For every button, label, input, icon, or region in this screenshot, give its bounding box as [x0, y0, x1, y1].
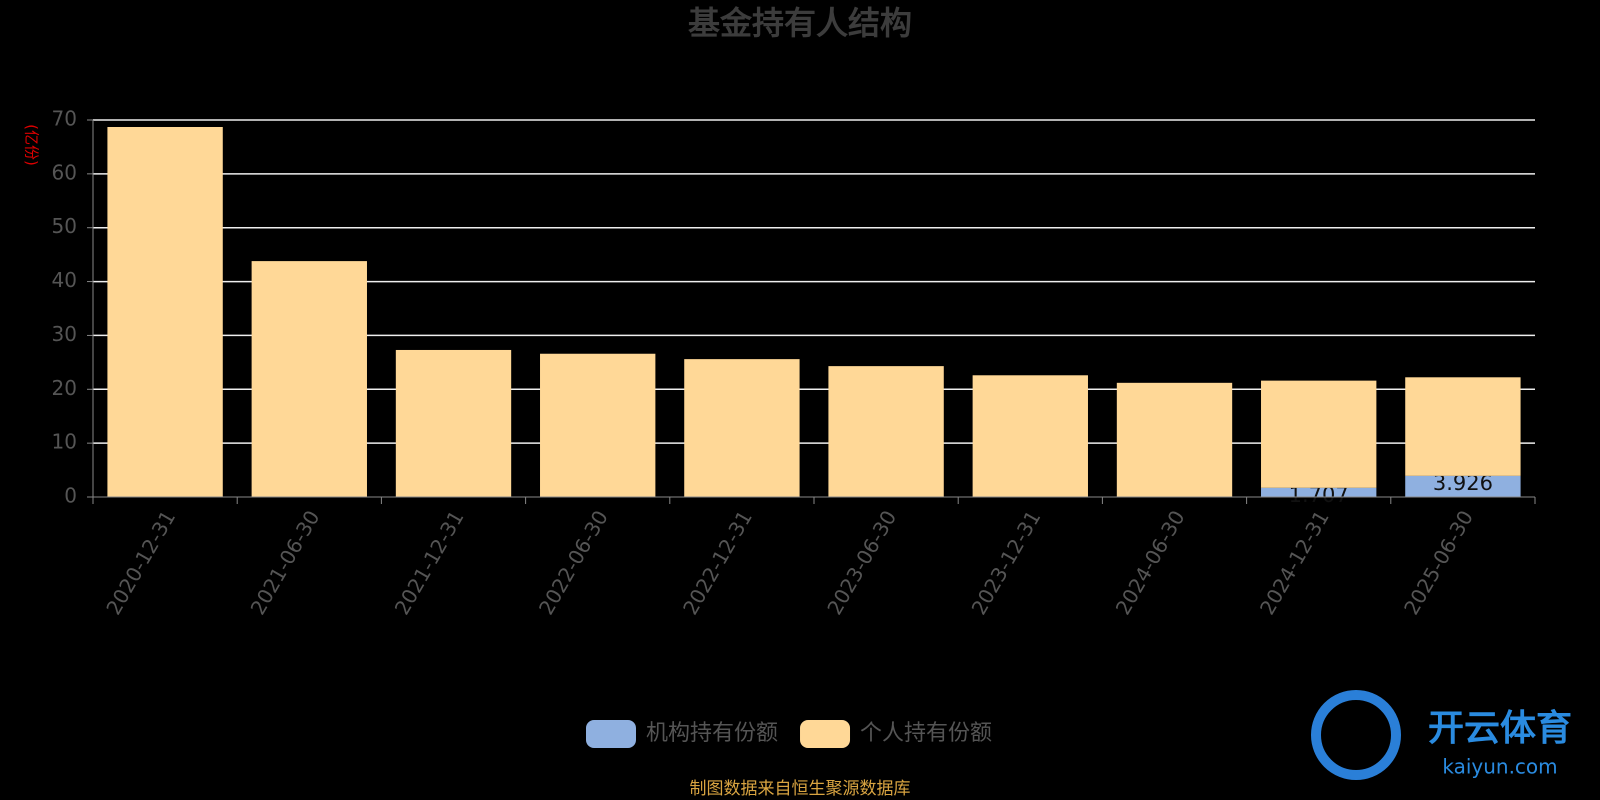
y-axis-label: (亿份)	[23, 124, 41, 166]
y-tick-label: 0	[64, 484, 77, 508]
x-tick-label: 2024-12-31	[1255, 506, 1334, 619]
y-tick-label: 70	[52, 107, 77, 131]
legend-label: 机构持有份额	[646, 721, 778, 746]
legend-swatch	[800, 720, 851, 748]
bar-segment	[395, 349, 512, 497]
x-tick-label: 2021-12-31	[390, 506, 469, 619]
x-tick-label: 2025-06-30	[1399, 506, 1478, 619]
x-tick-label: 2020-12-31	[101, 506, 180, 619]
bar-segment	[1261, 380, 1377, 488]
bar-segment	[107, 127, 223, 497]
y-tick-label: 30	[52, 322, 77, 346]
bar-segment	[684, 359, 800, 497]
bar-segment	[828, 366, 944, 497]
bar-segment	[1405, 377, 1521, 476]
bar-segment	[972, 375, 1088, 497]
x-tick-label: 2021-06-30	[245, 506, 324, 619]
watermark-name: 开云体育	[1428, 708, 1572, 749]
bar-segment	[1261, 487, 1377, 497]
x-tick-label: 2022-06-30	[534, 506, 613, 619]
bar-segment	[1116, 382, 1233, 497]
y-tick-label: 10	[52, 430, 77, 454]
source-note: 制图数据来自恒生聚源数据库	[690, 779, 911, 799]
y-tick-label: 60	[52, 160, 77, 184]
x-tick-label: 2024-06-30	[1111, 506, 1190, 619]
watermark-logo	[1311, 690, 1401, 780]
chart-title: 基金持有人结构	[688, 4, 912, 42]
x-tick-label: 2022-12-31	[678, 506, 757, 619]
bar-segment	[540, 353, 656, 497]
y-tick-label: 50	[52, 214, 77, 238]
bar-segment	[1405, 475, 1521, 497]
watermark-site: kaiyun.com	[1442, 755, 1557, 779]
x-tick-label: 2023-06-30	[822, 506, 901, 619]
y-tick-label: 20	[52, 376, 77, 400]
bar-segment	[251, 261, 367, 497]
y-tick-label: 40	[52, 268, 77, 292]
legend-swatch	[586, 720, 636, 748]
x-tick-label: 2023-12-31	[966, 506, 1045, 619]
legend-label: 个人持有份额	[860, 721, 992, 746]
